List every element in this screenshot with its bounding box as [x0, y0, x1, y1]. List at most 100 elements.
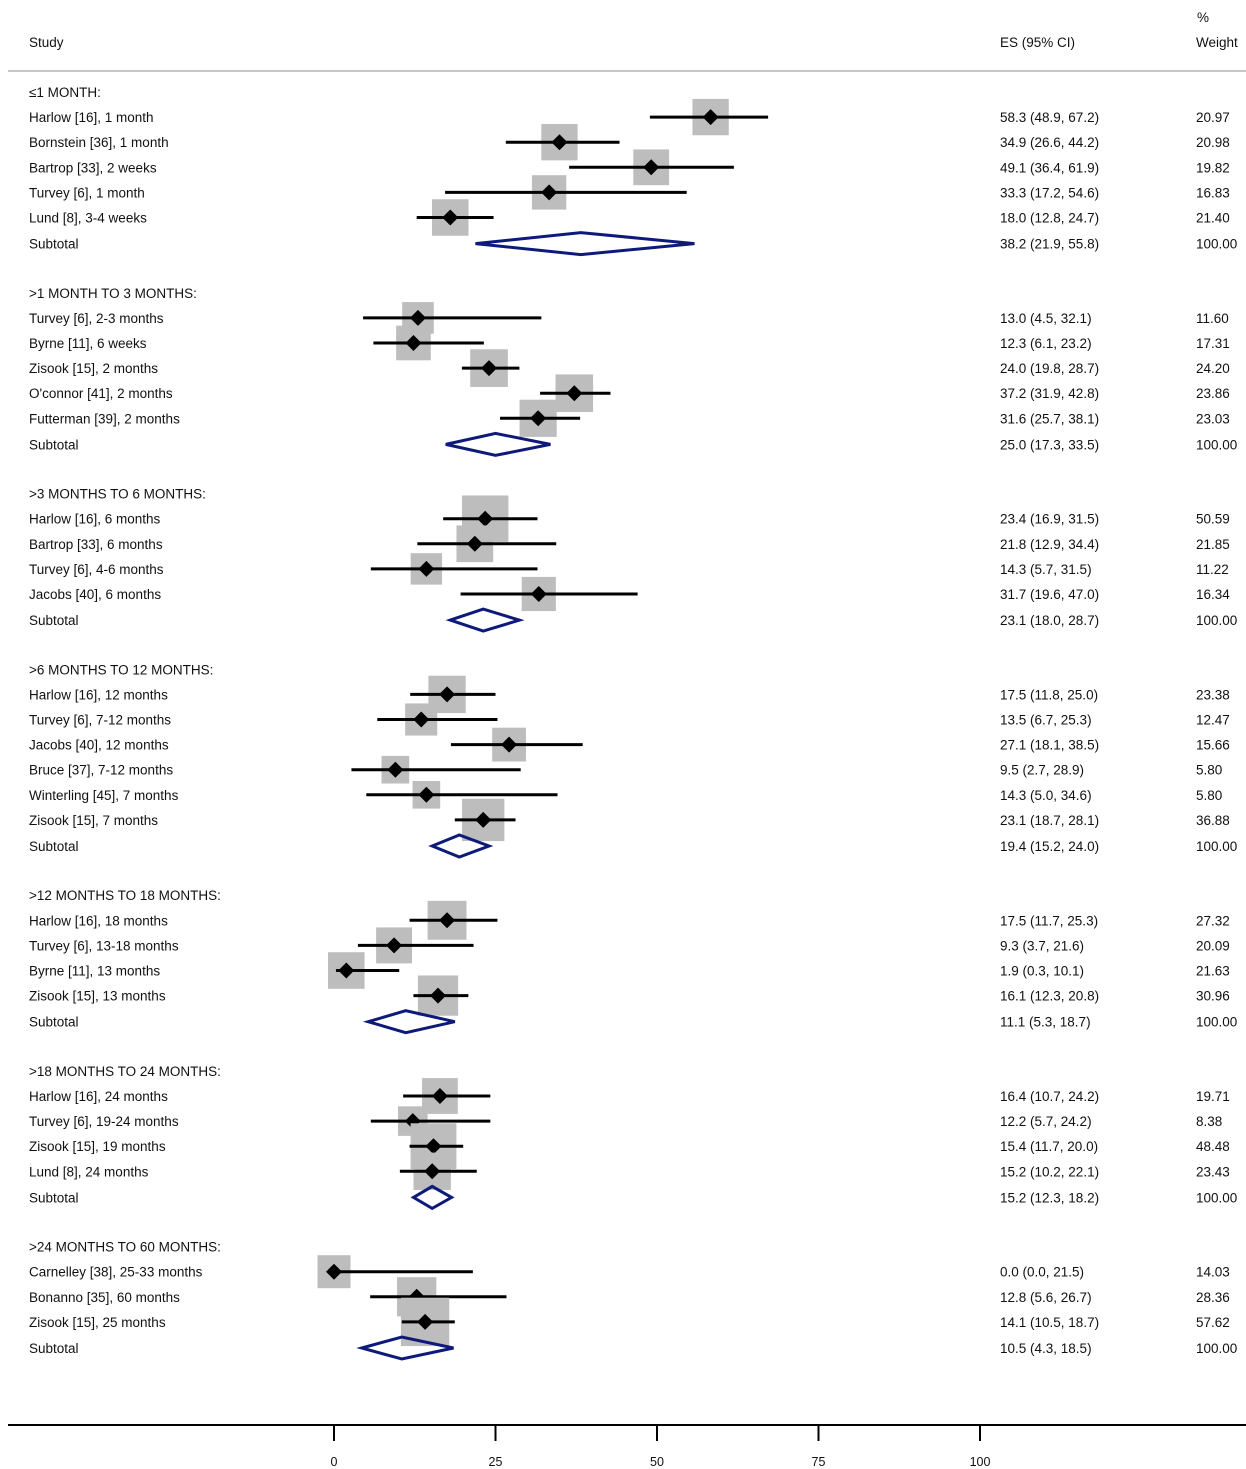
es-ci-value: 27.1 (18.1, 38.5)	[1000, 738, 1099, 753]
es-ci-value: 58.3 (48.9, 67.2)	[1000, 110, 1099, 125]
study-name: Zisook [15], 2 months	[29, 361, 158, 376]
point-estimate	[501, 736, 518, 753]
group-label: >6 MONTHS TO 12 MONTHS:	[29, 662, 213, 677]
weight-value: 17.31	[1196, 336, 1230, 351]
weight-value: 21.40	[1196, 211, 1230, 226]
weight-value: 11.60	[1196, 311, 1229, 326]
weight-value: 20.98	[1196, 135, 1230, 150]
study-name: Turvey [6], 4-6 months	[29, 562, 164, 577]
subtotal-weight: 100.00	[1196, 613, 1237, 628]
study-name: Bonanno [35], 60 months	[29, 1290, 180, 1305]
subtotal-es-ci: 25.0 (17.3, 33.5)	[1000, 437, 1099, 452]
es-ci-value: 33.3 (17.2, 54.6)	[1000, 185, 1099, 200]
es-ci-value: 24.0 (19.8, 28.7)	[1000, 361, 1099, 376]
study-name: Bartrop [33], 6 months	[29, 537, 163, 552]
header-study: Study	[29, 35, 64, 50]
es-ci-value: 31.7 (19.6, 47.0)	[1000, 587, 1099, 602]
es-ci-value: 16.4 (10.7, 24.2)	[1000, 1089, 1099, 1104]
subtotal-es-ci: 15.2 (12.3, 18.2)	[1000, 1190, 1099, 1205]
weight-value: 5.80	[1196, 763, 1222, 778]
subtotal-label: Subtotal	[29, 237, 79, 252]
subtotal-weight: 100.00	[1196, 1341, 1237, 1356]
subtotal-diamond	[356, 1335, 454, 1361]
study-name: Turvey [6], 19-24 months	[29, 1114, 179, 1129]
subtotal-diamond	[475, 231, 695, 257]
study-name: Harlow [16], 12 months	[29, 687, 168, 702]
point-estimate	[566, 385, 583, 402]
group-label: >18 MONTHS TO 24 MONTHS:	[29, 1064, 221, 1079]
weight-value: 5.80	[1196, 788, 1222, 803]
group-label: >1 MONTH TO 3 MONTHS:	[29, 286, 197, 301]
point-estimate	[466, 535, 483, 552]
es-ci-value: 23.1 (18.7, 28.1)	[1000, 813, 1099, 828]
subtotal-es-ci: 11.1 (5.3, 18.7)	[1000, 1015, 1091, 1030]
es-ci-value: 14.1 (10.5, 18.7)	[1000, 1315, 1099, 1330]
subtotal-label: Subtotal	[29, 437, 79, 452]
study-name: Zisook [15], 19 months	[29, 1139, 166, 1154]
es-ci-value: 31.6 (25.7, 38.1)	[1000, 411, 1099, 426]
point-estimate	[424, 1163, 441, 1180]
subtotal-es-ci: 10.5 (4.3, 18.5)	[1000, 1341, 1092, 1356]
study-name: Zisook [15], 13 months	[29, 989, 166, 1004]
subtotal-weight: 100.00	[1196, 1015, 1237, 1030]
point-estimate	[387, 761, 404, 778]
point-estimate	[530, 586, 547, 602]
subtotal-label: Subtotal	[29, 839, 79, 854]
study-name: Harlow [16], 18 months	[29, 913, 168, 928]
study-name: Byrne [11], 13 months	[29, 964, 160, 979]
weight-value: 14.03	[1196, 1265, 1230, 1280]
header-weight-percent: %	[1197, 10, 1209, 25]
point-estimate	[338, 962, 355, 979]
weight-value: 16.83	[1196, 185, 1230, 200]
weight-value: 23.43	[1196, 1164, 1230, 1179]
es-ci-value: 23.4 (16.9, 31.5)	[1000, 512, 1099, 527]
x-tick-label: 25	[489, 1455, 503, 1469]
weight-value: 20.97	[1196, 110, 1230, 125]
point-estimate	[477, 510, 494, 527]
subtotal-label: Subtotal	[29, 1190, 79, 1205]
es-ci-value: 9.3 (3.7, 21.6)	[1000, 938, 1084, 953]
study-name: Zisook [15], 7 months	[29, 813, 158, 828]
weight-value: 11.22	[1196, 562, 1229, 577]
point-estimate	[418, 560, 435, 577]
weight-value: 8.38	[1196, 1114, 1222, 1129]
study-name: Futterman [39], 2 months	[29, 411, 180, 426]
point-estimate	[409, 309, 426, 326]
subtotal-weight: 100.00	[1196, 437, 1237, 452]
point-estimate	[702, 109, 719, 126]
study-name: Jacobs [40], 6 months	[29, 587, 161, 602]
subtotal-es-ci: 38.2 (21.9, 55.8)	[1000, 237, 1099, 252]
es-ci-value: 15.4 (11.7, 20.0)	[1000, 1139, 1098, 1154]
weight-value: 19.82	[1196, 160, 1230, 175]
group-label: >12 MONTHS TO 18 MONTHS:	[29, 888, 221, 903]
weight-value: 12.47	[1196, 713, 1230, 728]
subtotal-label: Subtotal	[29, 1015, 79, 1030]
es-ci-value: 21.8 (12.9, 34.4)	[1000, 537, 1099, 552]
forest-rows: ≤1 MONTH: Harlow [16], 1 month 58.3 (48.9,…	[29, 85, 1237, 1361]
point-estimate	[386, 937, 403, 954]
study-name: Turvey [6], 7-12 months	[29, 713, 171, 728]
weight-value: 16.34	[1196, 587, 1230, 602]
subtotal-es-ci: 23.1 (18.0, 28.7)	[1000, 613, 1099, 628]
es-ci-value: 18.0 (12.8, 24.7)	[1000, 211, 1099, 226]
point-estimate	[418, 786, 435, 803]
study-name: Turvey [6], 2-3 months	[29, 311, 164, 326]
es-ci-value: 13.0 (4.5, 32.1)	[1000, 311, 1092, 326]
weight-value: 36.88	[1196, 813, 1230, 828]
weight-value: 23.86	[1196, 386, 1230, 401]
study-name: O'connor [41], 2 months	[29, 386, 173, 401]
study-name: Bornstein [36], 1 month	[29, 135, 169, 150]
subtotal-diamond	[445, 607, 525, 633]
x-tick-label: 75	[812, 1455, 826, 1469]
group-label: >24 MONTHS TO 60 MONTHS:	[29, 1240, 221, 1255]
header-weight: Weight	[1196, 35, 1238, 50]
weight-value: 23.03	[1196, 411, 1230, 426]
weight-value: 15.66	[1196, 738, 1230, 753]
point-estimate	[439, 686, 456, 703]
weight-value: 21.63	[1196, 964, 1230, 979]
study-name: Zisook [15], 25 months	[29, 1315, 166, 1330]
study-name: Bartrop [33], 2 weeks	[29, 160, 157, 175]
study-name: Carnelley [38], 25-33 months	[29, 1265, 203, 1280]
es-ci-value: 17.5 (11.7, 25.3)	[1000, 913, 1098, 928]
point-estimate	[442, 209, 459, 226]
